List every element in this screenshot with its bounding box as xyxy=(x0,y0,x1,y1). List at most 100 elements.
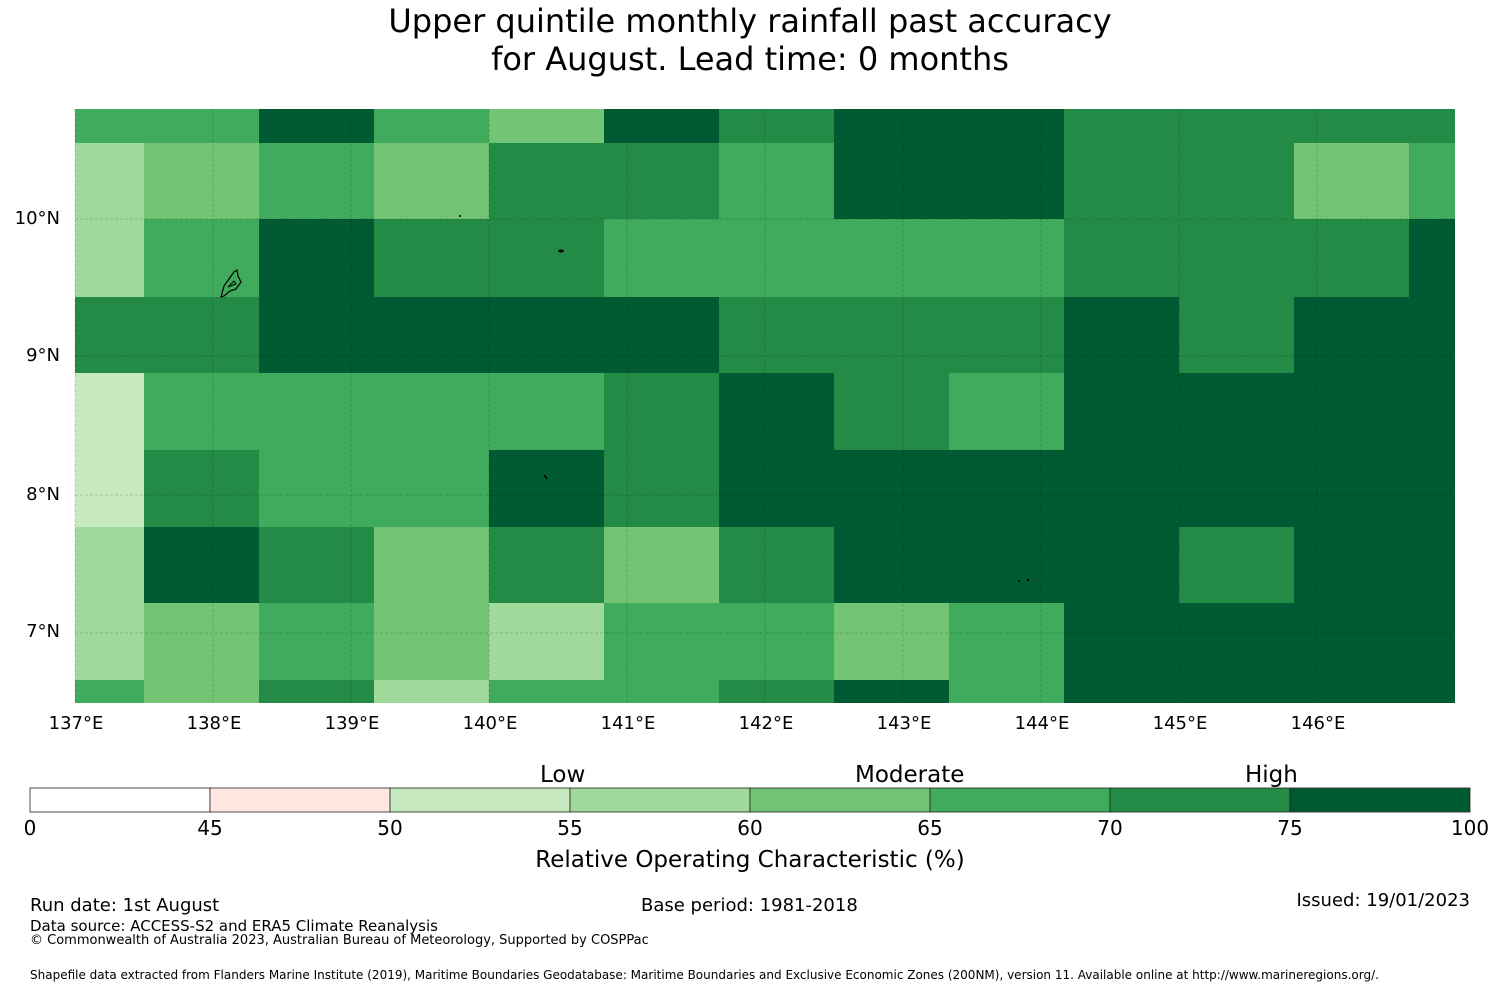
grid-cell xyxy=(1294,680,1455,703)
base-period: Base period: 1981-2018 xyxy=(641,895,858,916)
grid-cell xyxy=(374,527,489,603)
grid-cell xyxy=(259,450,374,527)
lon-tick-label: 143°E xyxy=(876,713,932,734)
lon-tick-label: 139°E xyxy=(324,713,380,734)
grid-cell xyxy=(1064,680,1179,703)
colorbar xyxy=(29,787,1471,813)
grid-cell xyxy=(949,297,1064,373)
grid-cell xyxy=(1064,603,1179,680)
grid-cell xyxy=(1179,373,1294,450)
grid-cell xyxy=(75,297,144,373)
grid-cell xyxy=(489,219,604,297)
grid-cell xyxy=(604,450,719,527)
grid-cell xyxy=(489,680,604,703)
grid-cell xyxy=(1179,219,1294,297)
colorbar-segment xyxy=(749,787,931,813)
island-shape xyxy=(220,268,242,298)
grid-cell xyxy=(144,373,259,450)
grid-cell xyxy=(1294,219,1409,297)
grid-cell xyxy=(489,603,604,680)
category-label-high: High xyxy=(1245,762,1298,788)
grid-cell xyxy=(1294,109,1455,143)
lon-tick-label: 141°E xyxy=(600,713,656,734)
grid-cell xyxy=(1294,450,1455,527)
grid-cell xyxy=(834,527,949,603)
grid-cell xyxy=(949,373,1064,450)
grid-cell xyxy=(1064,109,1179,143)
grid-cell xyxy=(834,680,949,703)
run-date: Run date: 1st August xyxy=(30,895,220,916)
grid-cell xyxy=(1179,297,1294,373)
grid-cell xyxy=(489,109,604,143)
grid-cell xyxy=(1179,603,1294,680)
grid-cell xyxy=(75,527,144,603)
lon-tick-label: 138°E xyxy=(186,713,242,734)
colorbar-segment xyxy=(29,787,211,813)
grid-cell xyxy=(144,297,259,373)
grid-cell xyxy=(834,603,949,680)
grid-cell xyxy=(489,373,604,450)
island-shape xyxy=(1018,580,1020,582)
rainfall-accuracy-map xyxy=(74,109,1455,703)
grid-cell xyxy=(949,450,1064,527)
grid-cell xyxy=(1064,143,1179,219)
data-source: Data source: ACCESS-S2 and ERA5 Climate … xyxy=(30,917,438,935)
grid-cell xyxy=(1179,527,1294,603)
grid-cell xyxy=(1064,297,1179,373)
grid-cell xyxy=(1294,527,1455,603)
grid-cell xyxy=(489,527,604,603)
colorbar-segment xyxy=(209,787,391,813)
grid-cell xyxy=(949,219,1064,297)
grid-cell xyxy=(144,680,259,703)
colorbar-segment xyxy=(929,787,1111,813)
lat-tick-label: 8°N xyxy=(26,484,60,505)
grid-cell xyxy=(834,373,949,450)
grid-cell xyxy=(75,109,144,143)
grid-cell xyxy=(144,109,259,143)
colorbar-tick: 60 xyxy=(737,816,763,840)
island-outlines xyxy=(220,215,1030,582)
grid-cell xyxy=(144,603,259,680)
grid-cell xyxy=(949,109,1064,143)
grid-cell xyxy=(1064,527,1179,603)
grid-cell xyxy=(259,219,374,297)
grid-cell xyxy=(75,603,144,680)
colorbar-segment xyxy=(1109,787,1291,813)
grid-cell xyxy=(259,109,374,143)
island-shape xyxy=(227,280,237,288)
grid-cell xyxy=(144,219,259,297)
grid-cell xyxy=(1409,143,1455,219)
title-line-2: for August. Lead time: 0 months xyxy=(491,40,1009,78)
grid-cell xyxy=(489,143,604,219)
copyright: © Commonwealth of Australia 2023, Austra… xyxy=(30,933,649,948)
lon-tick-label: 144°E xyxy=(1014,713,1070,734)
colorbar-tick: 70 xyxy=(1097,816,1123,840)
grid-cell xyxy=(75,680,144,703)
grid-cell xyxy=(949,527,1064,603)
grid-cell xyxy=(949,143,1064,219)
grid-cell xyxy=(144,450,259,527)
grid-cell xyxy=(144,143,259,219)
grid-cell xyxy=(604,297,719,373)
grid-cell xyxy=(604,143,719,219)
grid-cell xyxy=(719,219,834,297)
grid-cell xyxy=(834,109,949,143)
grid-cell xyxy=(719,450,834,527)
grid-cell xyxy=(1179,109,1294,143)
lon-tick-label: 142°E xyxy=(738,713,794,734)
grid-cell xyxy=(719,297,834,373)
lon-tick-label: 145°E xyxy=(1152,713,1208,734)
grid-cell xyxy=(489,450,604,527)
lat-tick-label: 7°N xyxy=(26,621,60,642)
grid-cell xyxy=(604,373,719,450)
island-shape xyxy=(558,249,564,253)
grid-cell xyxy=(1294,373,1455,450)
issued-date: Issued: 19/01/2023 xyxy=(1296,890,1470,911)
colorbar-segment xyxy=(1289,787,1471,813)
grid-cells xyxy=(75,109,1455,703)
lon-tick-label: 137°E xyxy=(48,713,104,734)
grid-cell xyxy=(719,373,834,450)
grid-cell xyxy=(374,450,489,527)
grid-cell xyxy=(834,450,949,527)
colorbar-tick: 75 xyxy=(1277,816,1303,840)
